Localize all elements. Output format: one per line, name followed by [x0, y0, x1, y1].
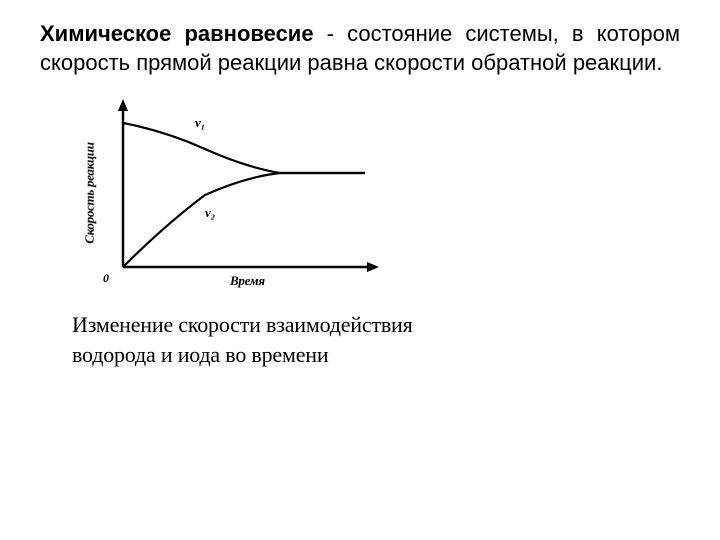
rate-chart: Скорость реакции Время 0 v₁ v₂ — [65, 95, 405, 295]
origin-label: 0 — [103, 271, 109, 286]
chart-svg — [65, 95, 405, 295]
curve1-label: v₁ — [195, 115, 205, 131]
heading-bold: Химическое равновесие — [40, 21, 314, 46]
x-axis-label: Время — [230, 273, 265, 289]
definition-heading: Химическое равновесие - состояние систем… — [40, 20, 680, 77]
chart-caption: Изменение скорости взаимодействия водоро… — [72, 310, 422, 369]
curve2-label: v₂ — [205, 205, 215, 221]
y-axis-label: Скорость реакции — [82, 142, 98, 243]
